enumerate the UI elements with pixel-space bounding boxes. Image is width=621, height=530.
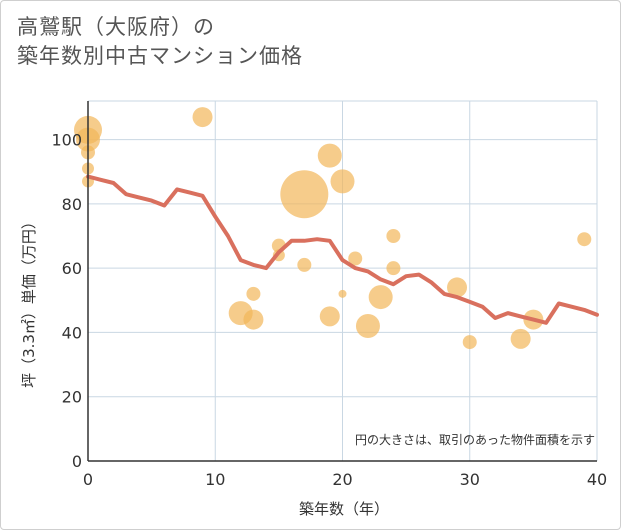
bubble-point xyxy=(297,257,312,272)
average-price-line xyxy=(86,174,599,325)
y-tick-label: 80 xyxy=(62,195,82,214)
bubble-point xyxy=(280,170,329,219)
bubble-point xyxy=(386,261,401,276)
bubble-point xyxy=(338,289,347,298)
y-tick-label: 0 xyxy=(72,452,82,471)
bubble-point xyxy=(246,286,261,301)
bubble-point xyxy=(355,314,380,338)
axes xyxy=(87,101,597,462)
y-tick-label: 60 xyxy=(62,259,82,278)
chart-title-line1: 高鷲駅（大阪府）の xyxy=(17,15,215,39)
size-legend-note: 円の大きさは、取引のあった物件面積を示す xyxy=(355,432,595,447)
bubble-series xyxy=(74,107,592,350)
average-line-series xyxy=(86,174,599,325)
bubble-point xyxy=(243,309,264,330)
bubble-point xyxy=(510,328,531,349)
chart-title-line2: 築年数別中古マンション価格 xyxy=(17,44,303,68)
bubble-point xyxy=(447,277,468,298)
tick-labels: 0 10 20 30 40 0 20 40 60 80 100 xyxy=(51,131,607,489)
bubble-point xyxy=(462,335,477,350)
x-axis-title: 築年数（年） xyxy=(299,500,389,518)
x-tick-label: 30 xyxy=(460,470,480,489)
bubble-point xyxy=(348,251,363,266)
x-tick-label: 40 xyxy=(587,470,607,489)
bubble-point xyxy=(192,107,213,128)
bubble-point xyxy=(368,285,393,310)
bubble-point xyxy=(577,232,592,247)
y-axis-title: 坪（3.3㎡）単価（万円） xyxy=(20,214,38,388)
bubble-point xyxy=(386,229,401,243)
bubble-point xyxy=(317,143,342,168)
chart-title: 高鷲駅（大阪府）の 築年数別中古マンション価格 xyxy=(17,13,303,71)
x-tick-label: 20 xyxy=(332,470,352,489)
grid-lines xyxy=(87,100,598,462)
x-tick-label: 10 xyxy=(205,470,225,489)
x-tick-label: 0 xyxy=(83,470,93,489)
y-tick-label: 20 xyxy=(62,388,82,407)
y-tick-label: 100 xyxy=(51,131,82,150)
bubble-point xyxy=(330,169,355,194)
bubble-point xyxy=(319,306,340,327)
y-tick-label: 40 xyxy=(62,323,82,342)
